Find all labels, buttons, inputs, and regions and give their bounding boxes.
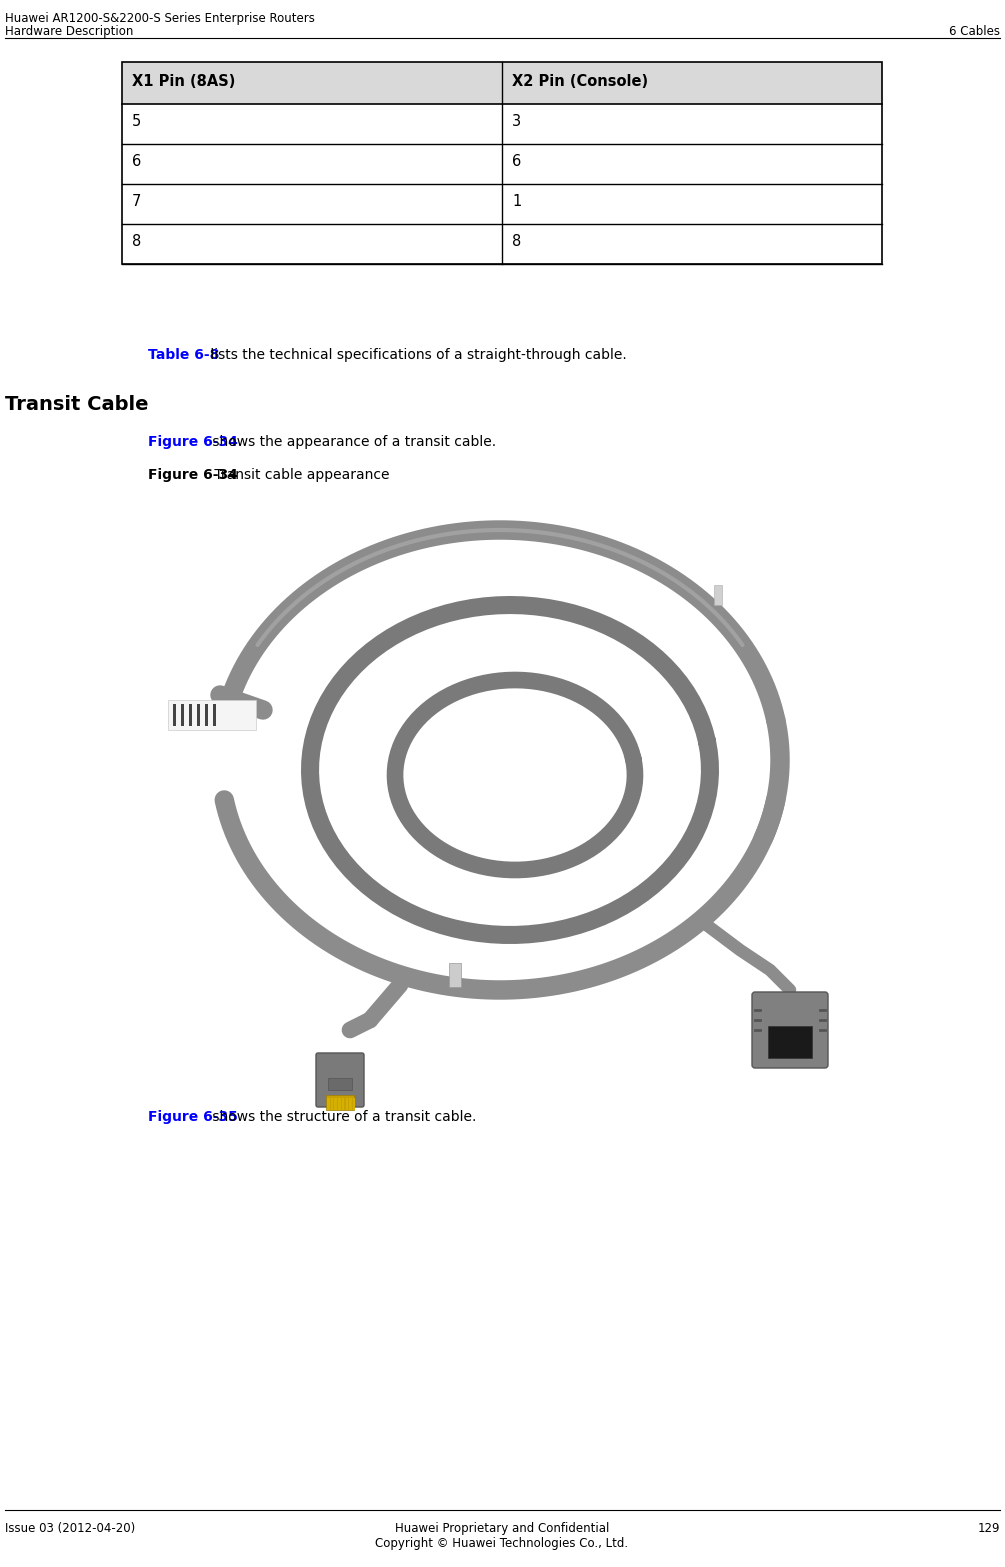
- Text: Huawei AR1200-S&2200-S Series Enterprise Routers: Huawei AR1200-S&2200-S Series Enterprise…: [5, 13, 315, 25]
- Text: shows the structure of a transit cable.: shows the structure of a transit cable.: [208, 1109, 476, 1124]
- Bar: [349, 1098, 352, 1109]
- Bar: [122, 183, 882, 224]
- Text: 8: 8: [132, 233, 142, 249]
- Text: 8: 8: [512, 233, 522, 249]
- Bar: [122, 224, 882, 263]
- Bar: [213, 704, 216, 726]
- Bar: [335, 1098, 337, 1109]
- Text: Figure 6-34: Figure 6-34: [148, 469, 238, 483]
- Bar: [173, 704, 176, 726]
- Bar: [331, 1098, 334, 1109]
- Bar: [122, 144, 882, 183]
- Bar: [122, 103, 882, 144]
- Bar: [189, 704, 192, 726]
- Text: Figure 6-34: Figure 6-34: [148, 436, 238, 450]
- Bar: [353, 1098, 356, 1109]
- FancyBboxPatch shape: [752, 992, 828, 1069]
- Bar: [327, 1098, 330, 1109]
- Text: Copyright © Huawei Technologies Co., Ltd.: Copyright © Huawei Technologies Co., Ltd…: [376, 1537, 628, 1550]
- Bar: [122, 63, 882, 103]
- Bar: [338, 1098, 341, 1109]
- Bar: [168, 700, 256, 730]
- Text: 7: 7: [132, 194, 142, 208]
- Text: X1 Pin (8AS): X1 Pin (8AS): [132, 74, 235, 89]
- Text: lists the technical specifications of a straight-through cable.: lists the technical specifications of a …: [206, 348, 627, 362]
- Text: Figure 6-35: Figure 6-35: [148, 1109, 238, 1124]
- Bar: [181, 704, 184, 726]
- Bar: [768, 1026, 812, 1058]
- Text: Issue 03 (2012-04-20): Issue 03 (2012-04-20): [5, 1522, 136, 1536]
- Text: 6 Cables: 6 Cables: [949, 25, 1000, 38]
- Bar: [328, 1078, 352, 1091]
- Text: shows the appearance of a transit cable.: shows the appearance of a transit cable.: [208, 436, 496, 450]
- Text: Transit cable appearance: Transit cable appearance: [210, 469, 390, 483]
- Bar: [449, 964, 461, 987]
- Text: 1: 1: [512, 194, 522, 208]
- Text: Transit Cable: Transit Cable: [5, 395, 149, 414]
- Bar: [326, 1095, 354, 1109]
- Text: 5: 5: [132, 114, 142, 128]
- Bar: [714, 584, 722, 605]
- Bar: [346, 1098, 348, 1109]
- Bar: [205, 704, 208, 726]
- Bar: [122, 63, 882, 263]
- Bar: [342, 1098, 345, 1109]
- Text: Huawei Proprietary and Confidential: Huawei Proprietary and Confidential: [395, 1522, 609, 1536]
- Text: 129: 129: [978, 1522, 1000, 1536]
- Text: 6: 6: [132, 154, 142, 169]
- Text: Table 6-8: Table 6-8: [148, 348, 219, 362]
- Text: X2 Pin (Console): X2 Pin (Console): [512, 74, 648, 89]
- Text: 6: 6: [512, 154, 522, 169]
- Bar: [197, 704, 200, 726]
- FancyBboxPatch shape: [316, 1053, 364, 1106]
- Text: 3: 3: [512, 114, 522, 128]
- Text: Hardware Description: Hardware Description: [5, 25, 134, 38]
